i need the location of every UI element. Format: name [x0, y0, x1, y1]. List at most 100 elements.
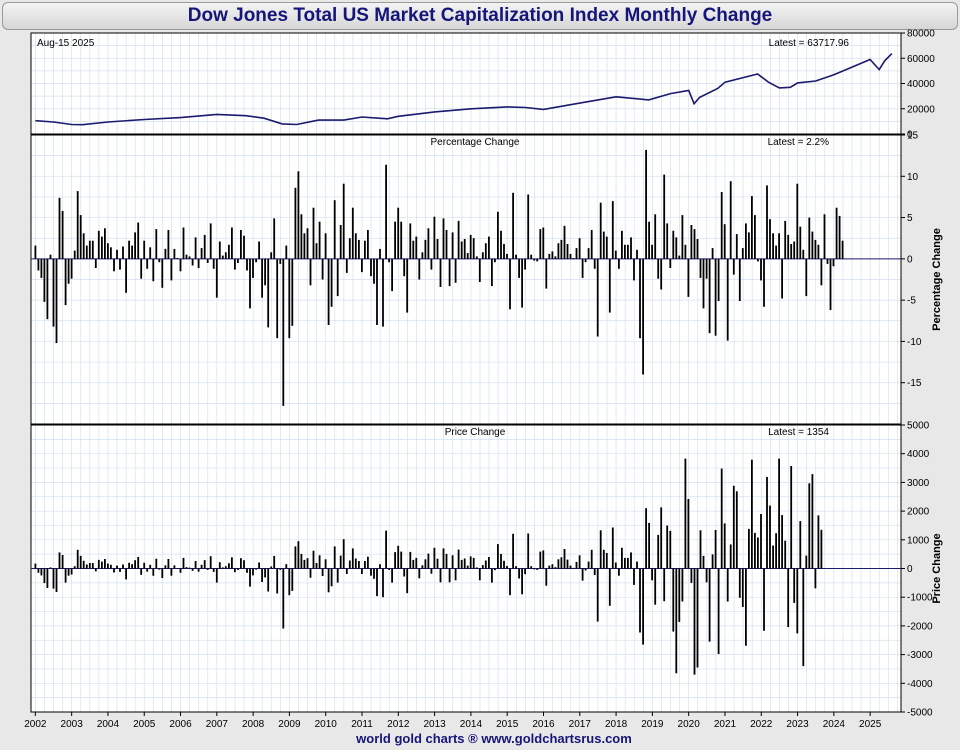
bar — [735, 491, 738, 569]
bar — [288, 568, 291, 596]
bar — [766, 185, 768, 259]
bar — [143, 240, 146, 259]
x-tick-label: 2019 — [641, 719, 664, 730]
bar — [814, 568, 817, 589]
bar — [294, 546, 297, 569]
bar — [775, 533, 777, 569]
bar — [125, 258, 127, 293]
bar — [663, 174, 666, 259]
plot-frame — [30, 32, 902, 135]
bar — [488, 236, 490, 259]
bar — [621, 230, 623, 259]
bar — [717, 258, 720, 301]
bar — [741, 248, 744, 259]
bar — [741, 568, 744, 607]
bar — [55, 258, 58, 344]
bar — [427, 553, 430, 569]
bar — [835, 207, 838, 259]
bar — [282, 258, 285, 406]
bar — [43, 568, 46, 584]
bar — [125, 568, 127, 580]
bar — [436, 558, 439, 569]
bar — [306, 228, 309, 259]
bar — [379, 248, 381, 259]
bar — [200, 564, 203, 569]
bar — [820, 529, 823, 569]
bar — [315, 243, 318, 259]
bar — [228, 244, 230, 259]
bar — [633, 258, 635, 281]
bar — [648, 221, 650, 259]
bar — [469, 234, 472, 259]
bar — [784, 540, 787, 569]
bar — [787, 234, 790, 259]
bar — [176, 568, 179, 569]
bar — [436, 239, 439, 259]
y-tick-label: 60000 — [907, 54, 935, 65]
bar — [548, 565, 551, 569]
bar — [67, 568, 70, 576]
bar — [608, 568, 611, 606]
bar — [421, 252, 424, 259]
bar — [327, 568, 330, 593]
bar — [445, 230, 448, 259]
bar — [491, 568, 493, 583]
bar — [745, 568, 747, 646]
bar — [252, 568, 254, 576]
bar — [645, 149, 647, 259]
bar — [412, 240, 415, 259]
y-tick-label: 40000 — [907, 79, 935, 90]
bar — [708, 568, 711, 642]
bar — [802, 249, 805, 259]
bar — [194, 237, 197, 259]
bar — [772, 545, 774, 569]
bar — [188, 256, 191, 259]
x-tick-label: 2022 — [750, 719, 773, 730]
bar — [442, 218, 445, 259]
bar — [388, 258, 390, 263]
x-tick-label: 2020 — [678, 719, 701, 730]
bar — [240, 558, 242, 569]
bar — [605, 236, 608, 259]
bar — [46, 258, 49, 320]
bar — [811, 231, 814, 259]
bar — [657, 534, 660, 569]
y-tick-label: 2000 — [907, 507, 930, 518]
bar — [330, 258, 333, 307]
bar — [699, 258, 702, 278]
x-tick-label: 2014 — [460, 719, 483, 730]
bar — [729, 544, 732, 569]
bar — [636, 561, 638, 569]
bar — [720, 192, 723, 259]
bar — [772, 233, 774, 259]
bar — [481, 252, 484, 259]
bar — [321, 568, 324, 576]
bar — [569, 253, 572, 259]
y-tick-label: 4000 — [907, 449, 930, 460]
bar — [475, 256, 478, 259]
bar — [630, 237, 632, 259]
bar — [146, 258, 149, 269]
bar — [494, 568, 496, 571]
bar — [348, 560, 351, 569]
plot-frame — [30, 134, 902, 425]
bar — [627, 244, 629, 259]
bar — [73, 566, 76, 569]
bar — [167, 559, 170, 569]
bar — [690, 225, 693, 259]
y-tick-label: 0 — [907, 130, 913, 141]
bar — [170, 258, 173, 281]
bar — [705, 568, 708, 583]
bar — [584, 568, 587, 571]
bar — [345, 568, 348, 574]
bar — [832, 258, 835, 267]
bar — [358, 561, 360, 569]
bar — [70, 568, 73, 575]
bar — [85, 245, 88, 259]
bar — [403, 258, 406, 277]
x-tick-label: 2003 — [61, 719, 84, 730]
bar — [557, 243, 560, 259]
bar — [542, 550, 545, 569]
bar — [354, 558, 357, 569]
bar — [388, 568, 390, 570]
